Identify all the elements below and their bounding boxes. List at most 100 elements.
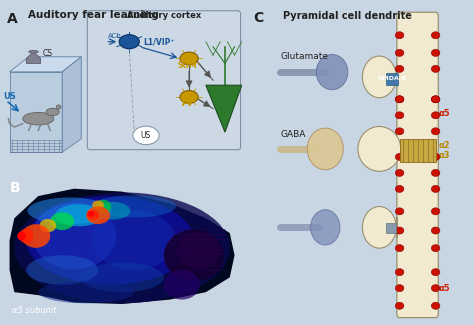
Ellipse shape xyxy=(395,153,404,161)
Ellipse shape xyxy=(164,229,224,281)
Polygon shape xyxy=(9,188,235,304)
Text: α5: α5 xyxy=(439,109,451,118)
Ellipse shape xyxy=(27,198,111,224)
Text: Glutamate: Glutamate xyxy=(280,52,328,60)
Ellipse shape xyxy=(395,245,404,252)
FancyBboxPatch shape xyxy=(386,223,396,233)
Text: CS: CS xyxy=(43,49,53,58)
Ellipse shape xyxy=(363,206,396,248)
Text: NMDA-R: NMDA-R xyxy=(378,76,407,81)
Ellipse shape xyxy=(94,200,111,213)
Ellipse shape xyxy=(431,208,440,215)
Ellipse shape xyxy=(56,105,61,109)
Ellipse shape xyxy=(26,255,98,285)
Ellipse shape xyxy=(316,55,348,90)
Text: α2: α2 xyxy=(439,141,451,150)
Ellipse shape xyxy=(395,227,404,234)
Polygon shape xyxy=(27,52,41,63)
Ellipse shape xyxy=(431,302,440,309)
Ellipse shape xyxy=(177,232,220,269)
Text: US: US xyxy=(4,92,16,101)
Ellipse shape xyxy=(431,269,440,276)
Ellipse shape xyxy=(46,108,59,116)
Polygon shape xyxy=(9,72,62,152)
Ellipse shape xyxy=(431,128,440,135)
Ellipse shape xyxy=(395,96,404,103)
Ellipse shape xyxy=(23,112,54,125)
Ellipse shape xyxy=(92,211,176,270)
Ellipse shape xyxy=(164,270,200,300)
Polygon shape xyxy=(9,57,82,72)
Ellipse shape xyxy=(80,263,164,292)
Circle shape xyxy=(133,126,159,145)
Text: Auditory fear learning: Auditory fear learning xyxy=(28,10,159,20)
Polygon shape xyxy=(62,57,82,152)
Text: B: B xyxy=(9,181,20,195)
Ellipse shape xyxy=(18,231,26,240)
Ellipse shape xyxy=(310,210,340,245)
Ellipse shape xyxy=(14,192,230,303)
Text: GABA: GABA xyxy=(280,130,306,139)
Ellipse shape xyxy=(55,204,103,227)
Text: Pyramidal cell dendrite: Pyramidal cell dendrite xyxy=(283,11,411,21)
Ellipse shape xyxy=(87,210,100,220)
Circle shape xyxy=(180,91,198,103)
Ellipse shape xyxy=(431,49,440,57)
Ellipse shape xyxy=(395,96,404,103)
Ellipse shape xyxy=(92,195,176,217)
Ellipse shape xyxy=(395,32,404,39)
Text: L1/VIP⁺: L1/VIP⁺ xyxy=(144,37,175,46)
Text: α5: α5 xyxy=(439,284,451,293)
Ellipse shape xyxy=(431,185,440,192)
Text: α3: α3 xyxy=(439,151,450,160)
Ellipse shape xyxy=(395,285,404,292)
Ellipse shape xyxy=(50,212,74,230)
Ellipse shape xyxy=(431,112,440,119)
Ellipse shape xyxy=(431,169,440,176)
Ellipse shape xyxy=(87,211,94,217)
Ellipse shape xyxy=(38,281,134,303)
Ellipse shape xyxy=(395,185,404,192)
Ellipse shape xyxy=(395,65,404,72)
Ellipse shape xyxy=(431,65,440,72)
Ellipse shape xyxy=(29,50,38,53)
Ellipse shape xyxy=(431,32,440,39)
Ellipse shape xyxy=(363,56,396,98)
Ellipse shape xyxy=(395,302,404,309)
Circle shape xyxy=(119,35,139,49)
FancyBboxPatch shape xyxy=(400,139,436,162)
Ellipse shape xyxy=(92,201,104,209)
Ellipse shape xyxy=(431,96,440,103)
Text: US: US xyxy=(141,131,151,140)
Ellipse shape xyxy=(431,153,440,161)
Ellipse shape xyxy=(27,196,194,285)
Ellipse shape xyxy=(395,128,404,135)
Ellipse shape xyxy=(358,126,401,171)
Text: PV⁺: PV⁺ xyxy=(181,99,197,108)
Ellipse shape xyxy=(395,269,404,276)
Text: A: A xyxy=(7,12,18,26)
Ellipse shape xyxy=(431,285,440,292)
Text: SOM⁺: SOM⁺ xyxy=(177,61,201,70)
Ellipse shape xyxy=(39,219,56,232)
Ellipse shape xyxy=(94,202,130,220)
Ellipse shape xyxy=(307,128,343,170)
Ellipse shape xyxy=(395,169,404,176)
Ellipse shape xyxy=(32,203,116,269)
Text: α5 subunit: α5 subunit xyxy=(12,306,56,315)
FancyBboxPatch shape xyxy=(386,73,399,85)
Text: Auditory cortex: Auditory cortex xyxy=(127,11,201,20)
Ellipse shape xyxy=(21,224,50,248)
Ellipse shape xyxy=(431,245,440,252)
Ellipse shape xyxy=(395,112,404,119)
Ellipse shape xyxy=(431,96,440,103)
Ellipse shape xyxy=(395,49,404,57)
Ellipse shape xyxy=(395,208,404,215)
Ellipse shape xyxy=(431,227,440,234)
Text: ACh: ACh xyxy=(108,33,121,39)
Ellipse shape xyxy=(86,206,110,224)
FancyBboxPatch shape xyxy=(87,11,240,150)
Polygon shape xyxy=(206,85,242,132)
FancyBboxPatch shape xyxy=(397,12,438,318)
Ellipse shape xyxy=(19,228,34,243)
